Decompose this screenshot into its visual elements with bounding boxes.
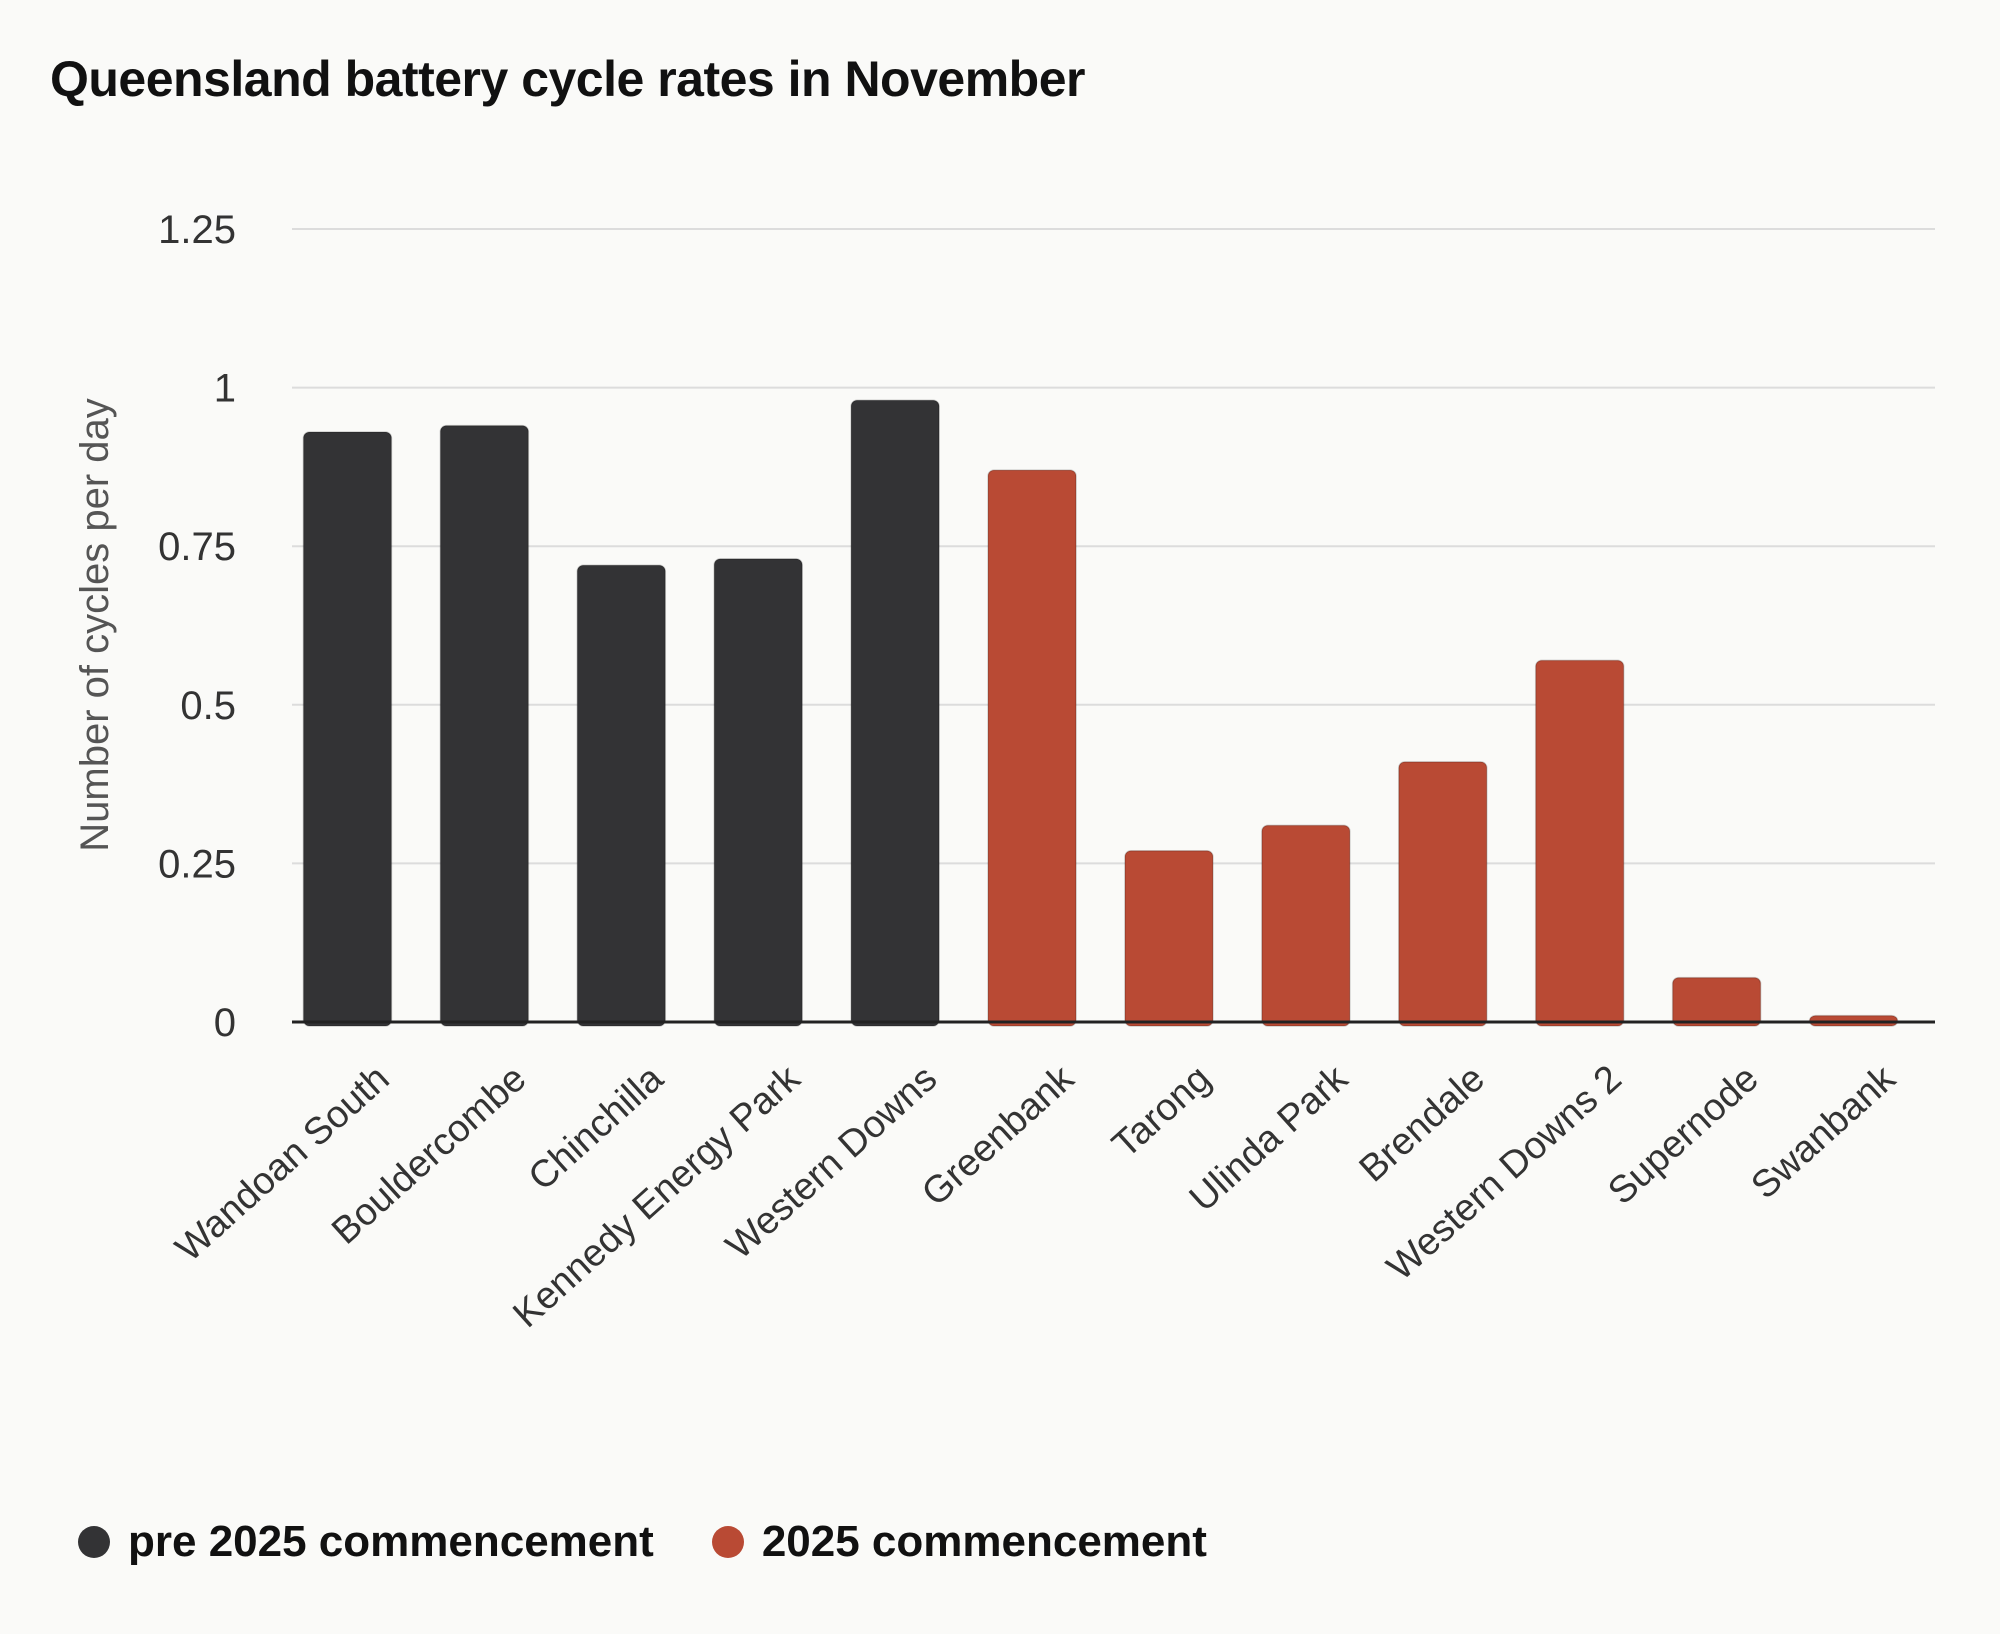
bar [1534, 659, 1625, 1027]
legend-label: 2025 commencement [761, 1517, 1207, 1566]
x-tick-label: Swanbank [1744, 1057, 1905, 1208]
legend-dot-icon [711, 1526, 744, 1558]
bar [439, 424, 530, 1027]
bar [1124, 849, 1214, 1027]
y-tick-label: 1.25 [158, 208, 236, 252]
x-tick-label: Supernode [1600, 1057, 1766, 1213]
bar [1398, 761, 1488, 1027]
chart-title: Queensland battery cycle rates in Novemb… [50, 51, 1085, 107]
x-tick-label: Brendale [1352, 1057, 1493, 1190]
legend-item-pre-2025[interactable]: pre 2025 commencement [78, 1517, 654, 1567]
bar [1671, 976, 1762, 1027]
y-tick-label: 0.75 [158, 525, 236, 569]
legend: pre 2025 commencement 2025 commencement [78, 1517, 1265, 1567]
y-tick-label: 1 [214, 367, 236, 411]
x-tick-label: Tarong [1105, 1057, 1219, 1166]
bar [576, 564, 667, 1027]
legend-label: pre 2025 commencement [128, 1517, 654, 1566]
bar [850, 399, 940, 1027]
y-tick-label: 0.25 [158, 842, 236, 886]
bar [987, 469, 1077, 1027]
y-tick-label: 0.5 [180, 684, 236, 728]
legend-item-2025[interactable]: 2025 commencement [711, 1517, 1207, 1567]
x-tick-label: Western Downs 2 [1379, 1057, 1629, 1288]
legend-dot-icon [78, 1526, 110, 1558]
y-axis-title: Number of cycles per day [73, 398, 117, 852]
y-tick-label: 0 [214, 1001, 236, 1045]
bar [713, 558, 803, 1027]
bar [1261, 824, 1351, 1027]
x-tick-label: Greenbank [914, 1057, 1083, 1215]
bar [302, 431, 393, 1027]
